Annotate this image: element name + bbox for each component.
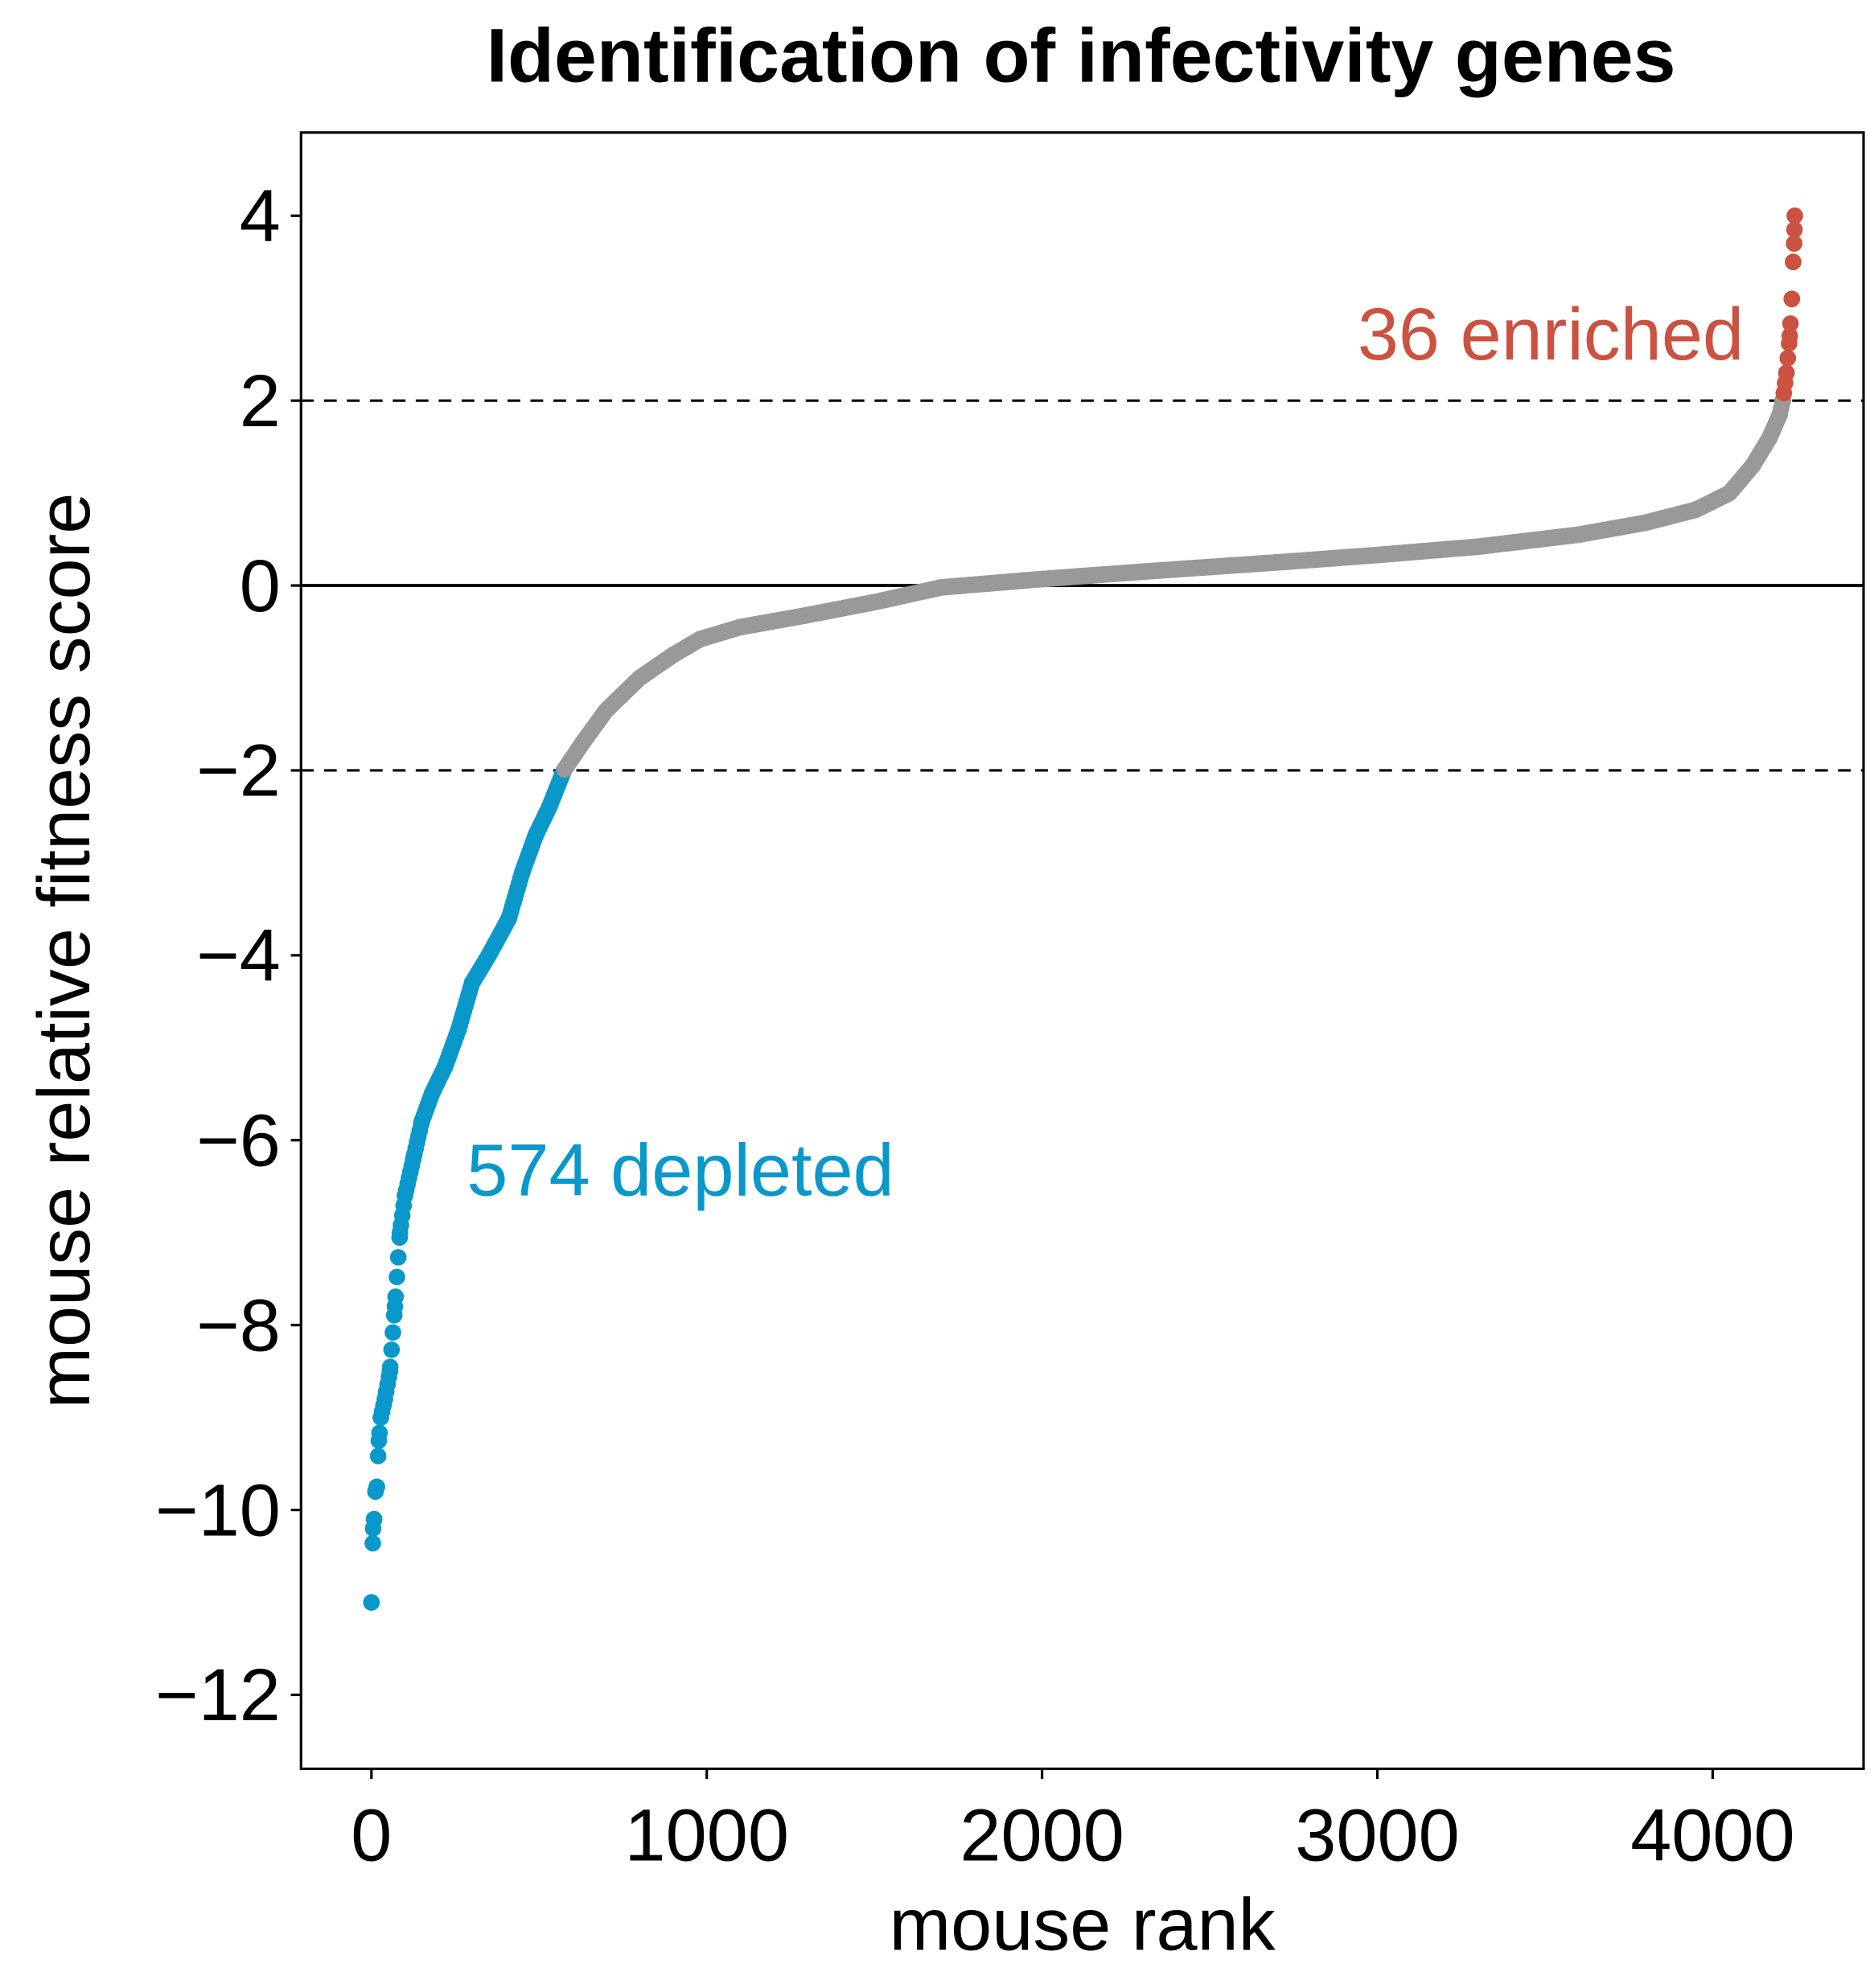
- chart-title: Identification of infectivity genes: [487, 13, 1676, 98]
- x-tick-label: 3000: [1295, 1795, 1459, 1877]
- depleted-point: [388, 1268, 405, 1286]
- depleted-point: [369, 1448, 387, 1464]
- depleted-point: [385, 1307, 403, 1324]
- enriched-point: [1786, 235, 1803, 253]
- y-tick-label: −2: [196, 730, 281, 812]
- enriched-point: [1779, 349, 1797, 367]
- depleted-point: [371, 1424, 388, 1442]
- depleted-point: [365, 1510, 383, 1528]
- enriched-point: [1777, 364, 1795, 381]
- depleted-point: [381, 1358, 399, 1376]
- x-axis: 0 1000 2000 3000 4000: [351, 1768, 1795, 1877]
- y-tick-label: −12: [155, 1654, 281, 1736]
- enriched-point: [1785, 253, 1802, 271]
- y-axis: 4 2 0 −2 −4 −6 −8 −10 −12: [155, 175, 302, 1736]
- plot-area: [301, 207, 1864, 1611]
- enriched-point: [1782, 315, 1799, 332]
- y-tick-label: −4: [196, 915, 281, 997]
- enriched-point: [1786, 207, 1803, 224]
- enriched-annotation: 36 enriched: [1358, 294, 1744, 376]
- depleted-point: [384, 1324, 401, 1341]
- y-axis-label: mouse relative fitness score: [23, 493, 105, 1409]
- depleted-point: [383, 1341, 401, 1358]
- x-tick-label: 2000: [960, 1795, 1124, 1877]
- depleted-point: [391, 1229, 409, 1247]
- x-tick-label: 4000: [1630, 1795, 1794, 1877]
- enriched-point: [1786, 221, 1803, 238]
- depleted-point: [387, 1288, 405, 1305]
- depleted-point: [368, 1478, 385, 1496]
- y-tick-label: 0: [240, 545, 281, 627]
- axes-frame: [299, 131, 1865, 1771]
- enriched-point: [1783, 290, 1801, 308]
- depleted-annotation: 574 depleted: [466, 1129, 894, 1211]
- y-tick-label: −10: [155, 1469, 281, 1551]
- y-tick-label: −8: [196, 1284, 281, 1366]
- y-tick-label: −6: [196, 1099, 281, 1181]
- x-axis-label: mouse rank: [890, 1883, 1276, 1965]
- x-tick-label: 1000: [625, 1795, 789, 1877]
- y-tick-label: 2: [240, 360, 281, 442]
- depleted-point: [389, 1249, 407, 1266]
- depleted-point: [364, 1534, 381, 1552]
- enriched-point: [1781, 335, 1798, 352]
- depleted-point: [363, 1594, 380, 1611]
- y-tick-label: 4: [240, 175, 281, 257]
- x-tick-label: 0: [351, 1795, 392, 1877]
